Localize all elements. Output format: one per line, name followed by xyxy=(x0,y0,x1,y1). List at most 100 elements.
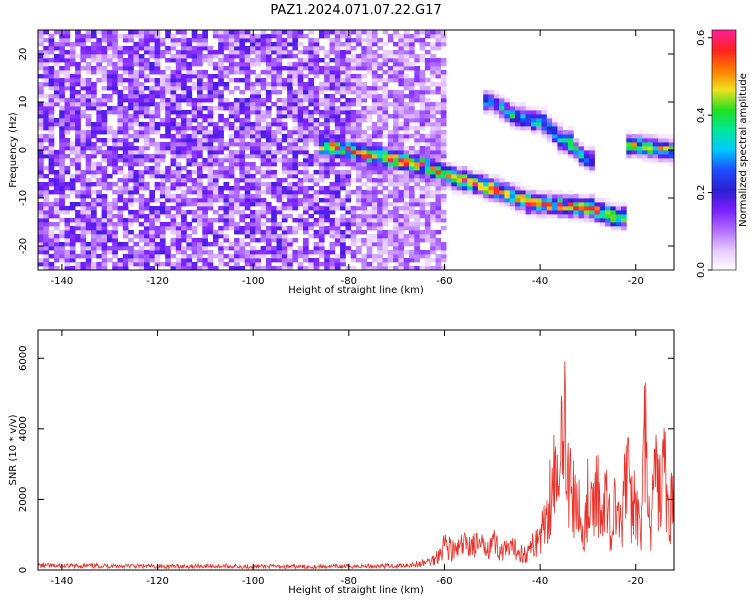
heatmap-cell xyxy=(144,262,150,267)
heatmap-cell xyxy=(218,34,224,39)
heatmap-cell xyxy=(509,202,516,207)
heatmap-cell xyxy=(435,238,442,243)
heatmap-cell xyxy=(324,122,330,127)
heatmap-cell xyxy=(80,98,87,103)
heatmap-cell xyxy=(170,254,177,259)
heatmap-cell xyxy=(38,226,44,231)
heatmap-cell xyxy=(546,202,553,207)
heatmap-cell xyxy=(493,110,500,115)
heatmap-cell xyxy=(403,174,410,179)
heatmap-cell xyxy=(64,138,71,143)
heatmap-cell xyxy=(467,170,473,175)
heatmap-cell xyxy=(80,114,87,119)
heatmap-cell xyxy=(53,214,60,219)
heatmap-cell xyxy=(85,214,92,219)
heatmap-cell xyxy=(483,190,489,195)
heatmap-cell xyxy=(276,158,283,163)
heatmap-cell xyxy=(292,102,299,107)
heatmap-cell xyxy=(250,246,256,251)
heatmap-cell xyxy=(414,266,420,270)
heatmap-cell xyxy=(350,74,357,79)
heatmap-cell xyxy=(38,234,44,239)
heatmap-cell xyxy=(53,210,60,215)
heatmap-cell xyxy=(59,142,65,147)
heatmap-cell xyxy=(345,130,352,135)
heatmap-cell xyxy=(117,58,124,63)
heatmap-cell xyxy=(112,158,118,163)
heatmap-cell xyxy=(393,238,399,243)
heatmap-cell xyxy=(144,254,150,259)
heatmap-cell xyxy=(424,234,431,239)
heatmap-cell xyxy=(91,198,97,203)
heatmap-cell xyxy=(207,82,214,87)
heatmap-cell xyxy=(154,198,161,203)
heatmap-cell xyxy=(281,230,288,235)
heatmap-cell xyxy=(197,198,203,203)
heatmap-cell xyxy=(462,182,468,187)
heatmap-cell xyxy=(303,82,309,87)
heatmap-cell xyxy=(250,50,256,55)
heatmap-cell xyxy=(281,246,288,251)
heatmap-cell xyxy=(175,250,182,255)
heatmap-cell xyxy=(75,38,81,43)
heatmap-cell xyxy=(138,38,145,43)
heatmap-cell xyxy=(38,154,44,159)
heatmap-cell xyxy=(218,38,224,43)
heatmap-cell xyxy=(552,142,558,147)
heatmap-cell xyxy=(80,178,87,183)
heatmap-cell xyxy=(244,222,251,227)
heatmap-cell xyxy=(265,70,272,75)
heatmap-cell xyxy=(191,162,198,167)
heatmap-cell xyxy=(334,154,341,159)
heatmap-cell xyxy=(106,162,113,167)
heatmap-cell xyxy=(345,110,352,115)
heatmap-cell xyxy=(112,78,118,83)
heatmap-cell xyxy=(202,142,208,147)
heatmap-cell xyxy=(138,262,145,267)
heatmap-cell xyxy=(419,238,426,243)
heatmap-cell xyxy=(340,122,346,127)
heatmap-cell xyxy=(197,34,203,39)
heatmap-cell xyxy=(430,102,436,107)
heatmap-cell xyxy=(324,82,330,87)
heatmap-cell xyxy=(265,218,272,223)
heatmap-cell xyxy=(80,262,87,267)
heatmap-cell xyxy=(424,238,431,243)
heatmap-cell xyxy=(488,94,495,99)
heatmap-cell xyxy=(85,54,92,59)
heatmap-cell xyxy=(149,110,155,115)
heatmap-cell xyxy=(409,82,415,87)
heatmap-cell xyxy=(398,194,405,199)
heatmap-cell xyxy=(149,122,155,127)
heatmap-cell xyxy=(631,154,638,159)
heatmap-cell xyxy=(387,38,394,43)
heatmap-cell xyxy=(276,194,283,199)
heatmap-cell xyxy=(414,170,420,175)
heatmap-cell xyxy=(303,186,309,191)
heatmap-cell xyxy=(382,222,389,227)
heatmap-cell xyxy=(133,182,140,187)
heatmap-cell xyxy=(361,166,367,171)
heatmap-cell xyxy=(128,262,134,267)
heatmap-cell xyxy=(197,38,203,43)
y-tick-label: 0 xyxy=(18,147,29,153)
heatmap-cell xyxy=(361,110,367,115)
heatmap-cell xyxy=(356,98,362,103)
heatmap-cell xyxy=(122,62,129,67)
heatmap-cell xyxy=(59,146,65,151)
heatmap-cell xyxy=(377,234,383,239)
heatmap-cell xyxy=(80,146,87,151)
heatmap-cell xyxy=(43,62,49,67)
heatmap-cell xyxy=(85,262,92,267)
heatmap-cell xyxy=(414,126,420,131)
heatmap-cell xyxy=(38,162,44,167)
heatmap-cell xyxy=(398,94,405,99)
heatmap-cell xyxy=(281,106,288,111)
heatmap-cell xyxy=(112,154,118,159)
heatmap-cell xyxy=(244,190,251,195)
heatmap-cell xyxy=(69,190,76,195)
heatmap-cell xyxy=(149,98,155,103)
heatmap-cell xyxy=(244,114,251,119)
heatmap-cell xyxy=(260,54,267,59)
heatmap-cell xyxy=(75,174,81,179)
